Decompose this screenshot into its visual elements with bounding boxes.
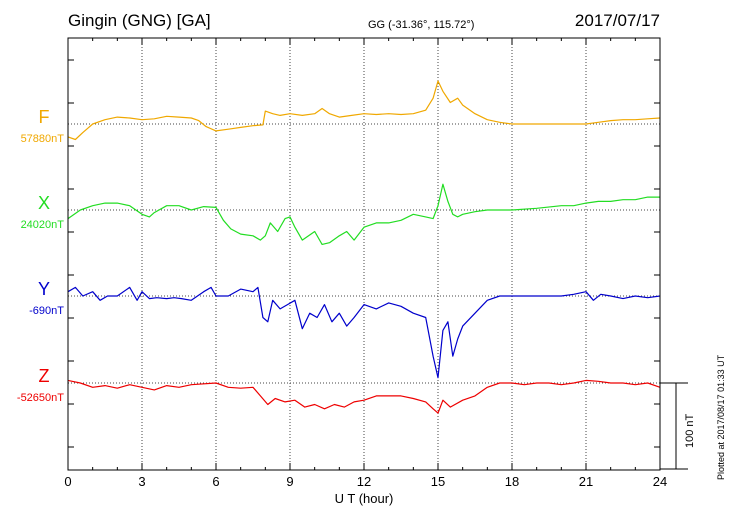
x-tick-label: 21 — [579, 474, 593, 489]
baseline-value-y: -690nT — [29, 305, 64, 317]
baseline-value-f: 57880nT — [21, 133, 65, 145]
series-line-z — [67, 379, 661, 414]
grid — [68, 38, 660, 470]
x-tick-label: 9 — [286, 474, 293, 489]
x-axis-label: U T (hour) — [335, 491, 394, 506]
series-layer — [67, 80, 661, 414]
component-label-x: X — [38, 193, 50, 213]
series-line-y — [67, 286, 661, 379]
x-tick-label: 15 — [431, 474, 445, 489]
station-title: Gingin (GNG) [GA] — [68, 11, 211, 30]
plotted-timestamp: Plotted at 2017/08/17 01:33 UT — [716, 354, 726, 480]
baseline-value-x: 24020nT — [21, 219, 65, 231]
plot-frame — [67, 37, 661, 471]
scale-bar: 100 nT — [660, 382, 696, 470]
date-label: 2017/07/17 — [575, 11, 660, 30]
scale-bar-label: 100 nT — [684, 413, 696, 448]
component-label-z: Z — [39, 366, 50, 386]
labels-layer: F 57880nT X 24020nT Y -690nT Z -52650nT — [17, 107, 64, 404]
x-tick-label: 3 — [138, 474, 145, 489]
component-label-y: Y — [38, 279, 50, 299]
x-tick-label: 24 — [653, 474, 667, 489]
x-tick-label: 6 — [212, 474, 219, 489]
component-label-f: F — [39, 107, 50, 127]
series-line-f — [67, 80, 661, 141]
x-tick-label: 12 — [357, 474, 371, 489]
x-tick-label: 0 — [64, 474, 71, 489]
station-coordinates: GG (-31.36°, 115.72°) — [368, 19, 474, 31]
x-tick-label: 18 — [505, 474, 519, 489]
baseline-value-z: -52650nT — [17, 392, 64, 404]
x-axis-ticks: 0 3 6 9 12 15 18 21 24 — [64, 38, 667, 489]
series-line-x — [67, 183, 660, 245]
